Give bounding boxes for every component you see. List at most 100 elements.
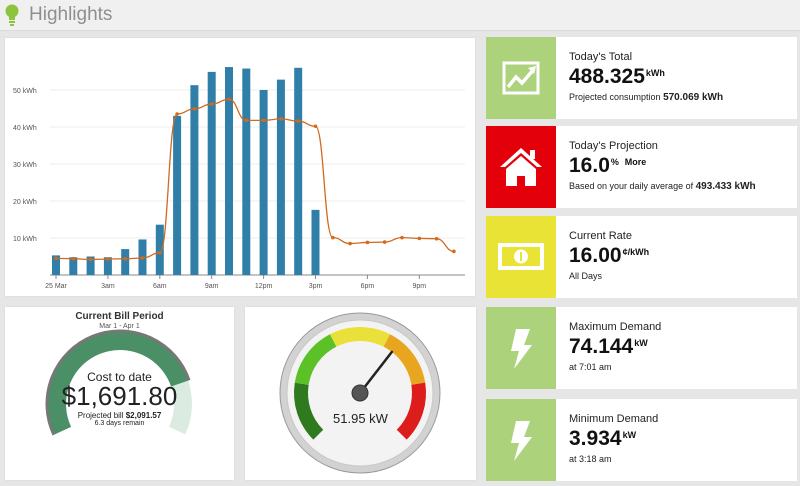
card-value: 74.144kW xyxy=(569,335,648,358)
card-icon-box xyxy=(486,307,556,389)
house-icon xyxy=(500,148,542,186)
gauge-band xyxy=(330,327,390,347)
demand-gauge xyxy=(279,312,441,474)
gauge-band xyxy=(294,382,324,440)
average-point xyxy=(158,251,162,255)
card-value: 3.934kW xyxy=(569,427,637,450)
usage-bar xyxy=(103,257,112,275)
cost-amount: $1,691.80 xyxy=(61,381,178,411)
usage-bar xyxy=(155,224,164,275)
usage-bar xyxy=(207,71,216,275)
x-tick-label: 6pm xyxy=(361,283,375,290)
average-point xyxy=(365,240,370,245)
card-todays-projection: Today's Projection 16.0% More Based on y… xyxy=(486,126,797,208)
average-point xyxy=(434,236,439,241)
bill-date-range: Mar 1 - Apr 1 xyxy=(99,323,140,330)
average-point xyxy=(313,124,318,129)
card-subtext: All Days xyxy=(569,271,603,281)
demand-gauge-panel: 51.95 kW xyxy=(245,307,476,480)
average-point xyxy=(244,118,249,123)
average-point xyxy=(140,256,145,260)
lightning-icon xyxy=(511,329,532,369)
average-point xyxy=(123,256,127,261)
card-title: Maximum Demand xyxy=(569,321,662,333)
average-point xyxy=(71,256,76,261)
x-tick-label: 6am xyxy=(153,283,167,290)
gauge-hub xyxy=(351,384,369,402)
usage-bar xyxy=(276,79,285,275)
x-tick-label: 3am xyxy=(101,283,115,290)
card-subtext: Projected consumption 570.069 kWh xyxy=(569,92,724,103)
x-tick-label: 9am xyxy=(205,283,219,290)
usage-bar xyxy=(69,257,78,275)
average-point xyxy=(400,235,404,240)
usage-bar xyxy=(121,249,130,275)
average-point xyxy=(209,102,214,106)
cost-label: Cost to date xyxy=(87,370,152,384)
card-icon-box xyxy=(486,37,556,119)
usage-bar xyxy=(52,255,60,275)
card-subtext: at 7:01 am xyxy=(569,362,612,372)
x-tick-label: 25 Mar xyxy=(45,283,67,290)
usage-bar xyxy=(259,90,268,275)
usage-bar xyxy=(311,209,320,275)
y-tick-label: 10 kWh xyxy=(13,236,37,243)
usage-bar xyxy=(190,85,199,275)
gauge-reading: 51.95 kW xyxy=(333,411,388,426)
average-point xyxy=(175,112,179,116)
card-current-rate: Current Rate 16.00¢/kWh All Days xyxy=(486,216,797,298)
card-value: 16.0% More xyxy=(569,154,647,177)
bill-period-panel: Current Bill Period Mar 1 - Apr 1 Cost t… xyxy=(5,307,234,480)
card-title: Today's Projection xyxy=(569,140,658,152)
x-tick-label: 9pm xyxy=(412,283,426,290)
lightbulb-icon xyxy=(5,4,19,26)
gauge-band xyxy=(396,382,426,440)
card-subtext: Based on your daily average of 493.433 k… xyxy=(569,181,756,192)
average-point xyxy=(417,236,422,241)
bill-gauge-outline xyxy=(45,329,191,436)
page-header: Highlights xyxy=(0,0,800,31)
card-minimum-demand: Minimum Demand 3.934kW at 3:18 am xyxy=(486,399,797,481)
card-icon-box xyxy=(486,216,556,298)
average-point xyxy=(106,257,110,261)
card-title: Today's Total xyxy=(569,51,633,63)
average-point xyxy=(331,235,335,240)
bill-title: Current Bill Period xyxy=(75,311,164,322)
usage-chart: 10 kWh 20 kWh 30 kWh 40 kWh 50 kWh 25 Mar 3am 6… xyxy=(13,67,465,290)
card-value: 16.00¢/kWh xyxy=(569,244,650,267)
average-point xyxy=(88,257,93,262)
average-line xyxy=(55,98,454,261)
y-tick-label: 40 kWh xyxy=(13,125,37,132)
average-point xyxy=(192,107,197,111)
usage-bar xyxy=(294,67,303,275)
y-tick-label: 20 kWh xyxy=(13,199,37,206)
card-subtext: at 3:18 am xyxy=(569,454,612,464)
average-point xyxy=(227,97,231,102)
y-tick-label: 30 kWh xyxy=(13,162,37,169)
page-title: Highlights xyxy=(29,4,113,25)
average-point xyxy=(296,119,301,123)
money-icon xyxy=(498,243,544,270)
usage-bar xyxy=(86,256,95,275)
usage-chart-panel: 10 kWh 20 kWh 30 kWh 40 kWh 50 kWh 25 Mar 3am 6… xyxy=(5,38,475,296)
average-point xyxy=(382,240,387,244)
average-point xyxy=(279,117,283,121)
average-point xyxy=(54,256,58,261)
card-icon-box xyxy=(486,126,556,208)
days-remain: 6.3 days remain xyxy=(94,420,145,427)
card-todays-total: Today's Total 488.325kWh Projected consu… xyxy=(486,37,797,119)
gauge-band xyxy=(383,334,426,386)
bill-gauge xyxy=(45,329,192,436)
card-value: 488.325kWh xyxy=(569,65,665,88)
card-icon-box xyxy=(486,399,556,481)
lightning-icon xyxy=(511,421,532,461)
usage-bar xyxy=(225,67,233,275)
usage-bar xyxy=(242,68,251,275)
bill-gauge-fill xyxy=(48,332,189,435)
card-title: Current Rate xyxy=(569,230,632,242)
gauge-needle xyxy=(358,350,394,395)
average-point xyxy=(261,118,266,123)
average-point xyxy=(452,249,456,254)
card-title: Minimum Demand xyxy=(569,413,659,425)
average-point xyxy=(348,241,352,246)
